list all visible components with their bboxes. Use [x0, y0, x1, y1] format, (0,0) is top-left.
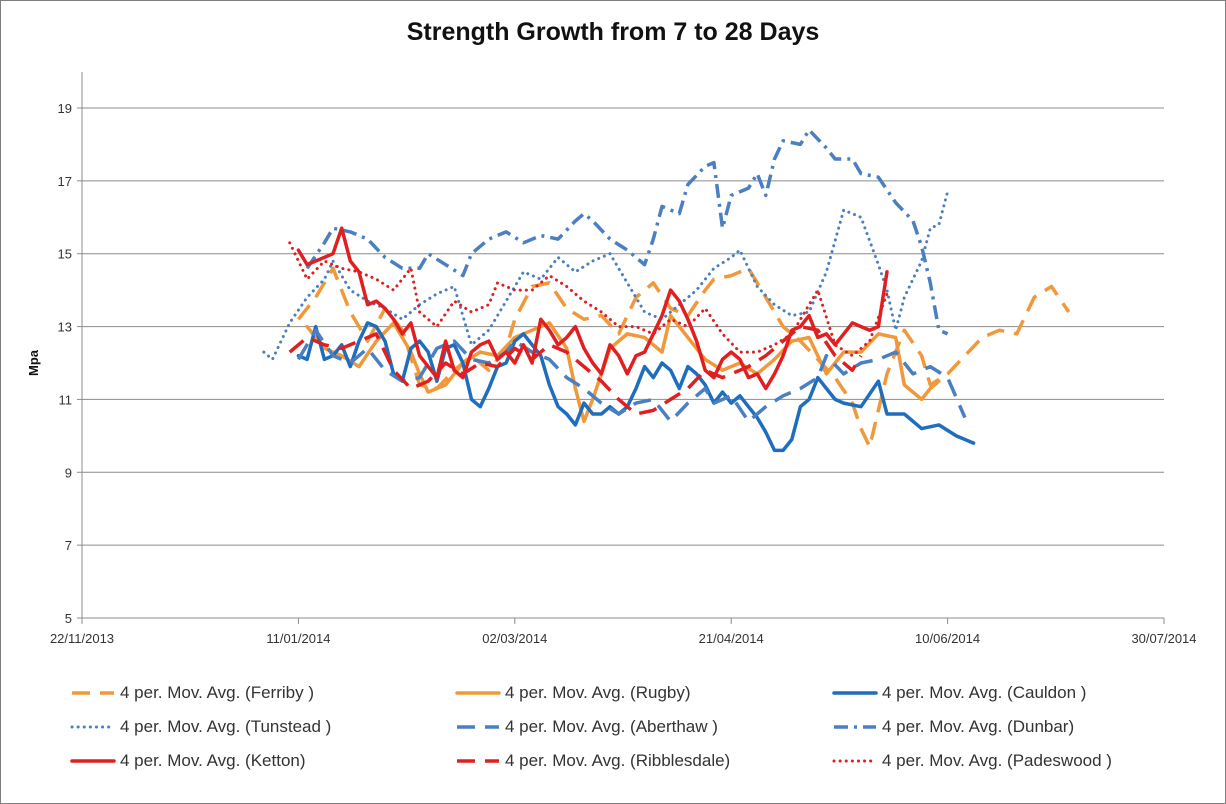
- legend-swatch: [832, 691, 878, 695]
- x-tick-label: 02/03/2014: [482, 631, 547, 646]
- legend-swatch: [457, 759, 499, 763]
- legend-swatch: [72, 691, 114, 695]
- legend-label: 4 per. Mov. Avg. (Cauldon ): [882, 683, 1087, 702]
- legend-swatch: [455, 691, 501, 695]
- legend-label: 4 per. Mov. Avg. (Aberthaw ): [505, 717, 718, 736]
- series-line-9: [288, 241, 889, 358]
- series-line-6: [305, 128, 949, 336]
- legend-label: 4 per. Mov. Avg. (Dunbar): [882, 717, 1075, 736]
- x-tick-label: 21/04/2014: [699, 631, 764, 646]
- y-tick-label: 9: [65, 465, 72, 480]
- legend-swatch: [70, 759, 116, 763]
- series-line-8: [288, 324, 863, 416]
- x-tick-label: 10/06/2014: [915, 631, 980, 646]
- y-axis-label: Mpa: [26, 349, 41, 376]
- x-tick-label: 11/01/2014: [266, 631, 330, 646]
- legend-label: 4 per. Mov. Avg. (Padeswood ): [882, 751, 1112, 770]
- y-tick-label: 15: [58, 247, 72, 262]
- legend-label: 4 per. Mov. Avg. (Rugby): [505, 683, 691, 702]
- legend-label: 4 per. Mov. Avg. (Ribblesdale): [505, 751, 731, 770]
- legend-item: 4 per. Mov. Avg. (Tunstead ): [70, 713, 331, 741]
- chart-plot: 5 7 9 11 13 15 17 19 22/11/2013 11/01/2014 02/03/2…: [26, 72, 1197, 646]
- legend-swatch: [457, 725, 499, 729]
- legend-item: 4 per. Mov. Avg. (Padeswood ): [832, 747, 1112, 775]
- legend-swatch: [70, 725, 116, 729]
- legend-swatch: [832, 759, 878, 763]
- legend-item: 4 per. Mov. Avg. (Rugby): [455, 679, 691, 707]
- legend-item: 4 per. Mov. Avg. (Cauldon ): [832, 679, 1086, 707]
- y-tick-label: 11: [59, 392, 73, 407]
- y-tick-label: 17: [58, 174, 72, 189]
- y-tick-label: 5: [65, 611, 72, 626]
- legend-swatch: [834, 725, 876, 729]
- series-line-7: [296, 226, 889, 391]
- y-tick-label: 13: [58, 320, 72, 335]
- chart-title: Strength Growth from 7 to 28 Days: [406, 18, 820, 46]
- y-tick-label: 19: [58, 101, 72, 116]
- legend-item: 4 per. Mov. Avg. (Ketton): [70, 747, 306, 775]
- legend-label: 4 per. Mov. Avg. (Tunstead ): [120, 717, 332, 736]
- legend-item: 4 per. Mov. Avg. (Dunbar): [832, 713, 1074, 741]
- legend-item: 4 per. Mov. Avg. (Ferriby ): [70, 679, 314, 707]
- series-line-5: [296, 328, 967, 424]
- series-line-1: [297, 266, 1071, 449]
- x-tick-label: 30/07/2014: [1131, 631, 1196, 646]
- legend-item: 4 per. Mov. Avg. (Ribblesdale): [455, 747, 730, 775]
- y-tick-label: 7: [65, 538, 72, 553]
- legend-item: 4 per. Mov. Avg. (Aberthaw ): [455, 713, 718, 741]
- x-tick-label: 22/11/2013: [50, 631, 114, 646]
- legend-label: 4 per. Mov. Avg. (Ferriby ): [120, 683, 314, 702]
- legend-label: 4 per. Mov. Avg. (Ketton): [120, 751, 306, 770]
